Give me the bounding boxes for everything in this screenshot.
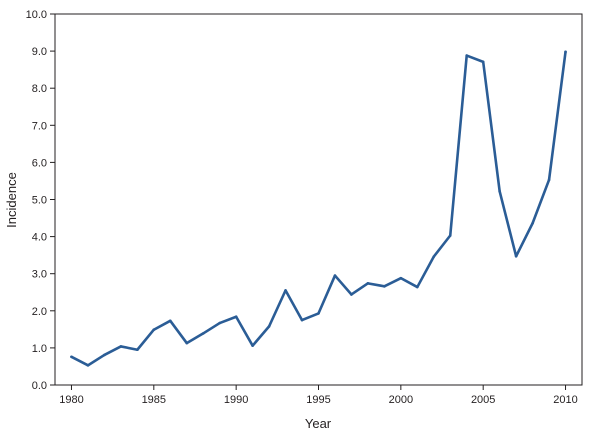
data-point — [383, 285, 386, 288]
x-tick-label: 1980 — [59, 394, 83, 406]
data-point — [284, 289, 287, 292]
x-tick-label: 1990 — [224, 394, 248, 406]
y-tick-label: 5.0 — [32, 195, 47, 207]
data-point — [300, 318, 304, 322]
x-tick-label: 1985 — [142, 394, 166, 406]
data-point — [416, 285, 419, 289]
y-axis: 0.0 1.0 2.0 3.0 4.0 5.0 6.0 7.0 8.0 9.0 10.0 — [26, 9, 55, 392]
data-point — [498, 190, 501, 193]
data-point — [267, 325, 271, 328]
data-point — [70, 355, 73, 359]
data-point — [432, 255, 436, 258]
data-point — [218, 321, 221, 325]
data-point — [86, 364, 90, 367]
data-point — [136, 348, 139, 352]
data-point — [531, 221, 534, 225]
x-tick-label: 2000 — [389, 394, 413, 406]
data-point — [465, 54, 469, 57]
y-tick-label: 0.0 — [32, 380, 47, 392]
y-tick-label: 9.0 — [32, 46, 47, 58]
data-points — [70, 50, 567, 367]
data-point — [399, 276, 403, 280]
data-point — [564, 50, 567, 54]
data-point — [201, 332, 205, 335]
x-axis: 1980 1985 1990 1995 2000 2005 2010 — [59, 385, 578, 406]
x-tick-label: 2010 — [553, 394, 577, 406]
data-point — [448, 234, 452, 237]
data-point — [547, 178, 551, 182]
data-point — [185, 341, 189, 345]
y-tick-label: 1.0 — [32, 343, 47, 355]
x-tick-label: 1995 — [306, 394, 330, 406]
y-tick-label: 7.0 — [32, 120, 47, 132]
series-layer — [70, 50, 567, 367]
data-point — [103, 353, 106, 357]
y-tick-label: 4.0 — [32, 232, 47, 244]
x-axis-title: Year — [305, 416, 332, 431]
data-point — [168, 319, 172, 323]
y-axis-title: Incidence — [4, 172, 19, 228]
data-point — [119, 345, 123, 348]
series-line — [70, 50, 567, 367]
data-point — [514, 254, 518, 258]
y-tick-label: 6.0 — [32, 157, 47, 169]
y-tick-label: 2.0 — [32, 306, 47, 318]
y-tick-label: 8.0 — [32, 83, 47, 95]
data-point — [481, 60, 485, 64]
y-tick-label: 10.0 — [26, 9, 47, 21]
data-point — [350, 293, 353, 296]
data-point — [234, 315, 238, 319]
data-point — [251, 344, 254, 347]
data-point — [152, 328, 156, 332]
data-point — [317, 312, 320, 315]
data-point — [366, 282, 370, 285]
data-point — [333, 274, 337, 277]
y-tick-label: 3.0 — [32, 269, 47, 281]
x-tick-label: 2005 — [471, 394, 495, 406]
